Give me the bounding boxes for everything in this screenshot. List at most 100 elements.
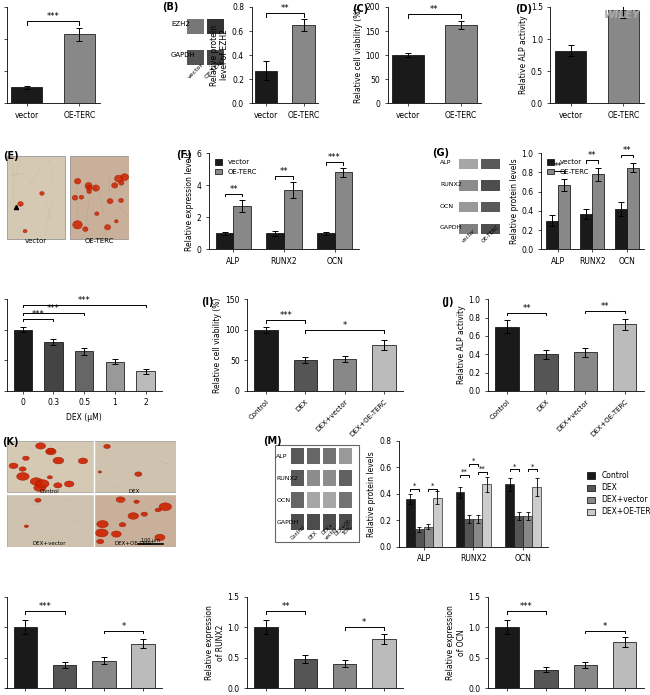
Circle shape <box>83 227 88 231</box>
Circle shape <box>85 183 92 188</box>
Text: *: * <box>512 464 516 469</box>
Text: OE-TERC: OE-TERC <box>84 238 114 244</box>
Text: OCN: OCN <box>276 498 291 503</box>
Bar <box>323 492 336 508</box>
Circle shape <box>24 525 29 528</box>
Bar <box>53 665 76 688</box>
Bar <box>433 498 441 547</box>
Circle shape <box>18 202 23 206</box>
Bar <box>372 345 396 391</box>
Y-axis label: Relative ALP activity: Relative ALP activity <box>456 306 465 384</box>
Bar <box>44 342 62 391</box>
Text: ALP: ALP <box>440 161 452 165</box>
Y-axis label: Relative cell viability (%): Relative cell viability (%) <box>213 297 222 393</box>
Bar <box>323 448 336 464</box>
Circle shape <box>47 448 55 453</box>
Circle shape <box>92 185 99 191</box>
Bar <box>307 514 320 530</box>
Circle shape <box>141 512 148 516</box>
Bar <box>415 530 424 547</box>
Bar <box>534 354 558 391</box>
Text: *: * <box>413 483 417 489</box>
Circle shape <box>116 497 125 502</box>
Text: Control: Control <box>40 489 60 494</box>
Circle shape <box>23 456 29 460</box>
Bar <box>207 19 224 34</box>
Text: (I): (I) <box>201 297 213 306</box>
Bar <box>445 25 476 103</box>
Circle shape <box>121 174 129 181</box>
Bar <box>335 172 352 250</box>
Bar <box>392 55 424 103</box>
Bar <box>291 514 304 530</box>
Bar <box>291 470 304 486</box>
Text: ***: *** <box>47 12 59 21</box>
Circle shape <box>40 191 44 195</box>
Circle shape <box>54 483 62 488</box>
Bar <box>459 224 478 234</box>
Circle shape <box>87 190 92 194</box>
Circle shape <box>78 458 88 464</box>
Bar <box>459 202 478 213</box>
Bar <box>255 71 278 103</box>
Circle shape <box>72 195 78 200</box>
X-axis label: DEX (μM): DEX (μM) <box>66 413 102 422</box>
Text: DEX: DEX <box>308 530 319 541</box>
Bar <box>495 327 519 391</box>
Bar <box>339 448 352 464</box>
Circle shape <box>35 498 41 502</box>
Y-axis label: Relative protein levels: Relative protein levels <box>367 451 376 537</box>
Text: **: ** <box>281 4 289 13</box>
Text: vector: vector <box>461 228 476 244</box>
Bar <box>558 185 570 250</box>
Circle shape <box>96 529 108 537</box>
Text: vector: vector <box>187 63 205 80</box>
Text: **: ** <box>229 185 238 194</box>
Text: WILEY: WILEY <box>604 10 641 20</box>
Text: **: ** <box>623 146 631 154</box>
Circle shape <box>17 473 29 480</box>
Legend: vector, OE-TERC: vector, OE-TERC <box>545 156 592 178</box>
Legend: Control, DEX, DEX+vector, DEX+OE-TERC: Control, DEX, DEX+vector, DEX+OE-TERC <box>587 471 650 516</box>
Text: (K): (K) <box>2 437 19 447</box>
Text: RUNX2: RUNX2 <box>276 476 298 481</box>
Bar <box>406 499 415 547</box>
Bar <box>333 359 356 391</box>
Text: RUNX2: RUNX2 <box>440 182 462 187</box>
Bar <box>70 156 129 238</box>
Bar <box>254 330 278 391</box>
Bar <box>187 50 204 65</box>
Circle shape <box>97 539 104 543</box>
Bar <box>266 234 284 250</box>
Text: DEX+vector: DEX+vector <box>33 541 66 546</box>
Circle shape <box>128 513 138 519</box>
Bar <box>307 448 320 464</box>
Circle shape <box>114 175 123 182</box>
Circle shape <box>73 220 83 229</box>
Text: (C): (C) <box>352 4 369 14</box>
Circle shape <box>105 224 111 230</box>
Bar <box>323 470 336 486</box>
Bar <box>473 519 482 547</box>
Text: ***: *** <box>328 154 341 163</box>
Circle shape <box>74 179 81 184</box>
Circle shape <box>86 186 92 190</box>
Text: GAPDH: GAPDH <box>440 225 463 230</box>
Bar <box>613 324 636 391</box>
Text: DEX+
vector: DEX+ vector <box>320 522 339 541</box>
Bar <box>546 220 558 250</box>
Text: (D): (D) <box>515 4 532 14</box>
Circle shape <box>36 443 46 449</box>
Text: *: * <box>472 458 475 464</box>
Bar <box>6 493 94 547</box>
Bar <box>14 330 32 391</box>
Bar <box>307 470 320 486</box>
Bar <box>459 181 478 191</box>
Text: DEX: DEX <box>129 489 140 494</box>
Bar <box>481 224 500 234</box>
Bar <box>495 627 519 688</box>
Text: **: ** <box>461 468 468 475</box>
Text: ***: *** <box>78 297 90 306</box>
Bar <box>131 644 155 688</box>
Text: (M): (M) <box>263 436 282 445</box>
